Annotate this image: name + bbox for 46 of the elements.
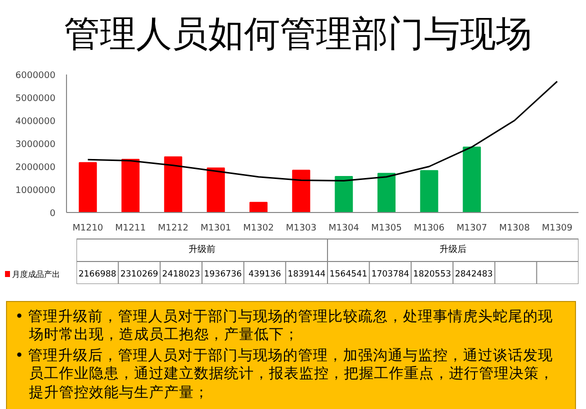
y-tick-label: 0 (50, 209, 56, 219)
x-tick-label: M1303 (286, 224, 317, 234)
text: • 管理升级前，管理人员对于部门与现场的管理比较疏忽，处理事情虎头蛇尾的现场时常出现，造成员工抱怨，产量低下； (15, 308, 554, 344)
data-label: 1703784 (371, 270, 410, 280)
x-tick-label: M1301 (200, 224, 232, 234)
bar (164, 156, 182, 212)
bar (249, 202, 268, 212)
y-tick-label: 4000000 (15, 117, 56, 127)
text: • 管理升级后，管理人员对于部门与现场的管理，加强沟通与监控，通过谈话发现员工作业隐患，通过建立数据统计，报表监控，把握工作重点，进行管理决策，提升管控效能与生产产量； (15, 347, 555, 402)
data-label: 2166988 (78, 270, 116, 280)
bar (121, 158, 140, 212)
x-tick-label: M1212 (158, 224, 189, 234)
data-label: 2310269 (120, 270, 158, 280)
x-tick-label: M1308 (499, 224, 530, 234)
data-label: 2842483 (454, 270, 493, 280)
x-tick-label: M1304 (328, 224, 360, 234)
x-tick-label: M1211 (115, 224, 146, 234)
data-label: 439136 (248, 270, 281, 280)
bar (462, 146, 481, 212)
text: 升级后 (440, 244, 466, 255)
bar (377, 172, 396, 212)
y-tick-label: 1000000 (15, 186, 56, 196)
chart-title: 管理人员如何管理部门与现场 (64, 13, 532, 57)
x-tick-label: M1306 (414, 224, 445, 234)
data-label: 1820553 (413, 270, 452, 280)
text: 升级前 (188, 244, 216, 255)
bar (292, 170, 310, 212)
x-tick-label: M1302 (243, 224, 274, 234)
legend-label: 月度成品产出 (11, 269, 60, 280)
y-tick-label: 2000000 (15, 163, 56, 173)
bar (334, 176, 353, 212)
x-tick-label: M1210 (72, 224, 104, 234)
data-label: 1839144 (288, 270, 326, 280)
x-tick-label: M1305 (371, 224, 402, 234)
x-tick-label: M1307 (456, 224, 488, 234)
data-label: 2418023 (162, 270, 200, 280)
y-tick-label: 6000000 (15, 71, 56, 81)
data-label: 1936736 (204, 270, 242, 280)
line-series (87, 80, 558, 182)
data-label: 1564541 (329, 270, 368, 280)
bar (420, 170, 438, 212)
y-tick-label: 3000000 (15, 140, 56, 150)
bar (78, 162, 97, 212)
y-tick-label: 5000000 (15, 94, 56, 104)
x-tick-label: M1309 (542, 224, 573, 234)
bar (206, 167, 225, 212)
